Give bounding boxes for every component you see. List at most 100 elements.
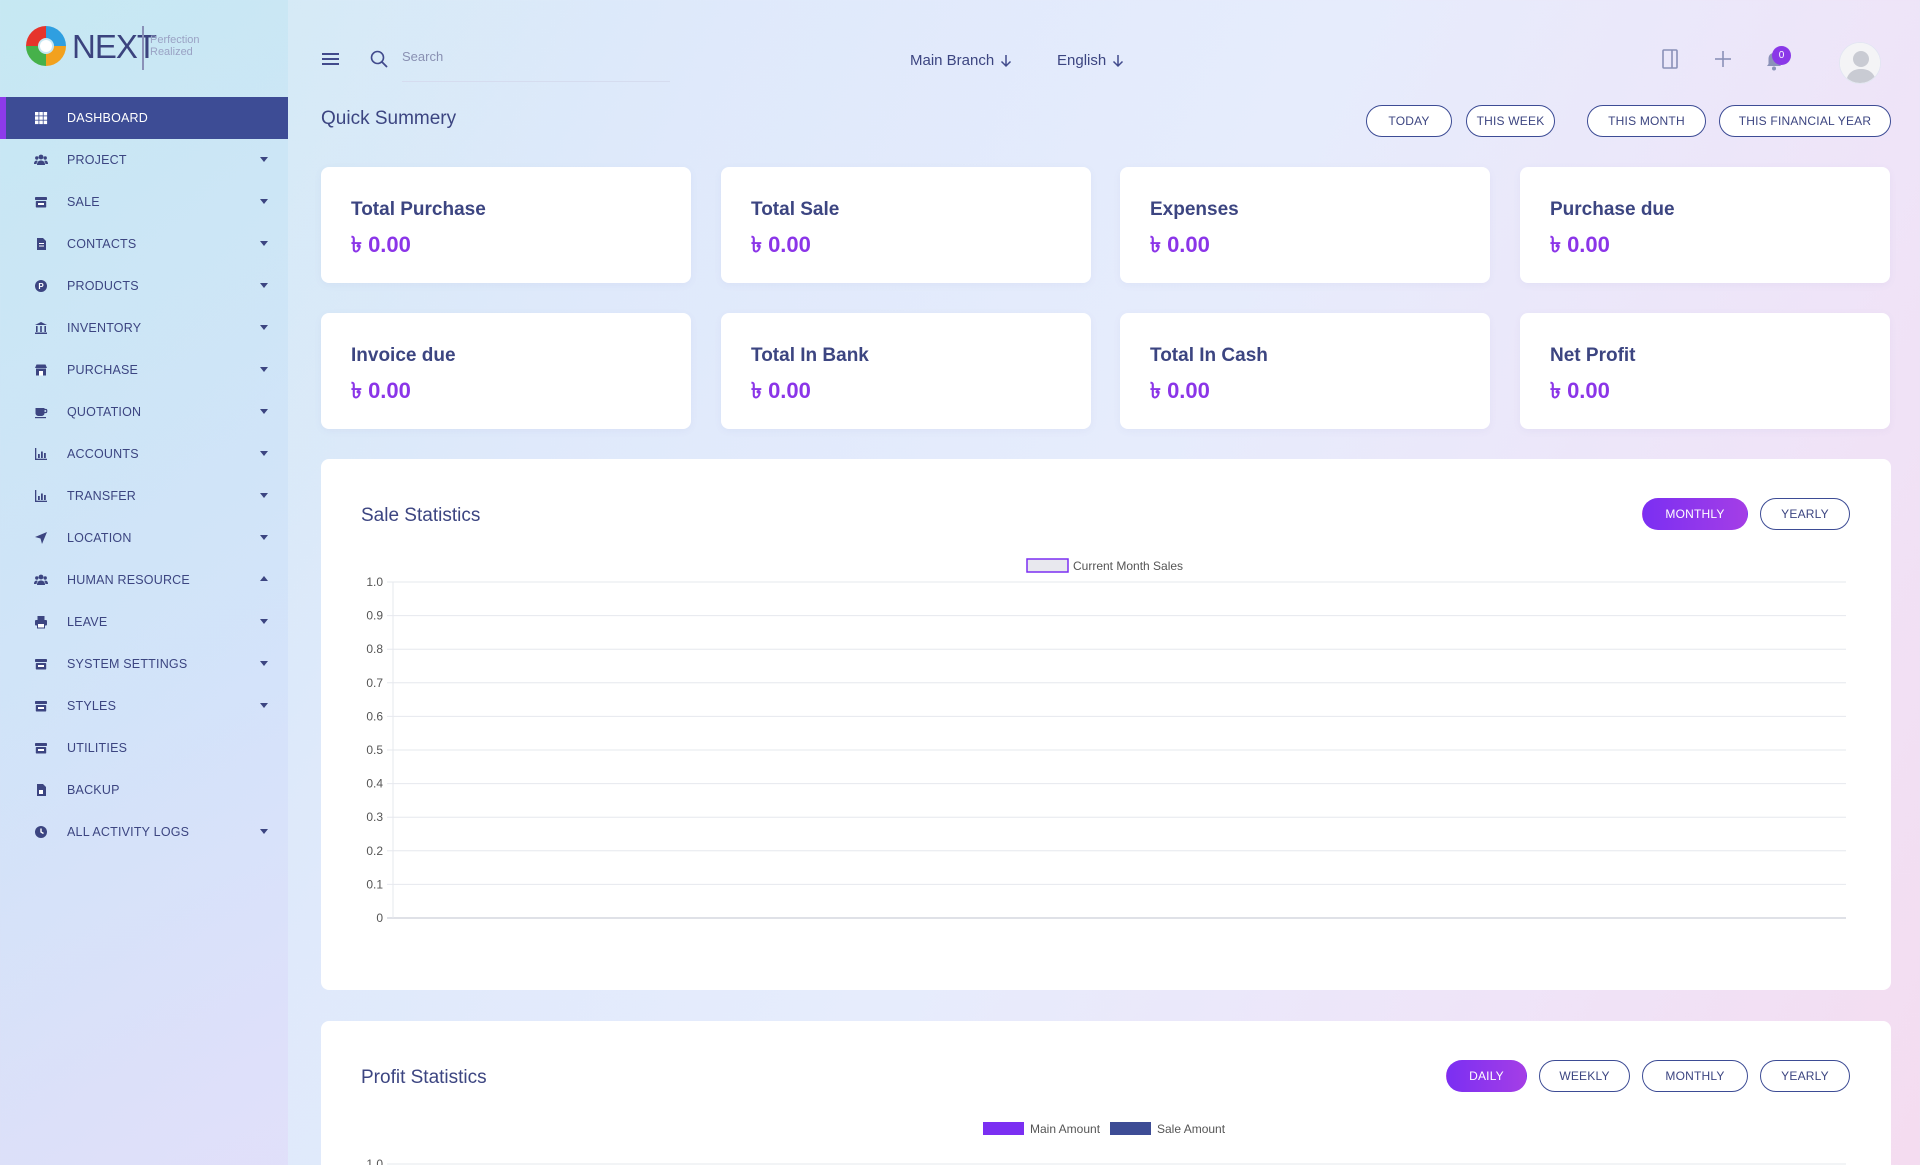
sidebar-item-transfer[interactable]: TRANSFER (0, 475, 288, 517)
sidebar-item-label: PROJECT (67, 153, 127, 167)
caret-down-icon (260, 199, 268, 204)
summary-card-title: Total Sale (751, 199, 840, 220)
legend-label: Main Amount (1030, 1122, 1101, 1136)
summary-card-title: Purchase due (1550, 199, 1675, 220)
caret-down-icon (260, 535, 268, 540)
filter-this-week-button[interactable]: THIS WEEK (1466, 105, 1555, 137)
chart-icon (34, 489, 48, 503)
y-tick-label: 0.5 (366, 743, 383, 757)
sidebar-item-label: SYSTEM SETTINGS (67, 657, 188, 671)
summary-card-value: ৳ 0.00 (1150, 232, 1210, 257)
sidebar-item-label: SALE (67, 195, 100, 209)
users-icon (34, 573, 48, 587)
sidebar-item-label: BACKUP (67, 783, 120, 797)
language-select[interactable]: English (1057, 52, 1124, 69)
profit-statistics-yearly-button[interactable]: YEARLY (1760, 1060, 1850, 1092)
sidebar-item-dashboard[interactable]: DASHBOARD (0, 97, 288, 139)
y-tick-label: 1.0 (366, 575, 383, 589)
logo-divider (142, 26, 144, 70)
grid-icon (34, 111, 48, 125)
sidebar-item-quotation[interactable]: QUOTATION (0, 391, 288, 433)
sidebar-item-label: CONTACTS (67, 237, 137, 251)
caret-down-icon (260, 661, 268, 666)
sale-statistics-yearly-button[interactable]: YEARLY (1760, 498, 1850, 530)
sidebar-item-human-resource[interactable]: HUMAN RESOURCE (0, 559, 288, 601)
legend-label: Current Month Sales (1073, 559, 1183, 573)
avatar[interactable] (1839, 42, 1881, 84)
caret-down-icon (260, 451, 268, 456)
sidebar-item-label: UTILITIES (67, 741, 128, 755)
sidebar-item-products[interactable]: P PRODUCTS (0, 265, 288, 307)
sidebar-item-all-activity-logs[interactable]: ALL ACTIVITY LOGS (0, 811, 288, 853)
y-tick-label: 0.7 (366, 676, 383, 690)
sidebar-item-contacts[interactable]: CONTACTS (0, 223, 288, 265)
summary-card-title: Expenses (1150, 199, 1239, 220)
product-icon: P (34, 279, 48, 293)
plus-icon[interactable] (1712, 48, 1734, 70)
sidebar-item-utilities[interactable]: UTILITIES (0, 727, 288, 769)
language-select-label: English (1057, 52, 1107, 69)
sidebar-item-inventory[interactable]: INVENTORY (0, 307, 288, 349)
filter-this-financial-year-button[interactable]: THIS FINANCIAL YEAR (1719, 105, 1891, 137)
sidebar-item-label: PURCHASE (67, 363, 139, 377)
summary-card-total-in-cash: Total In Cash ৳ 0.00 (1120, 313, 1490, 429)
summary-card-title: Invoice due (351, 345, 456, 366)
profit-statistics-monthly-button[interactable]: MONTHLY (1642, 1060, 1748, 1092)
print-icon (34, 615, 48, 629)
summary-card-total-in-bank: Total In Bank ৳ 0.00 (721, 313, 1091, 429)
summary-card-title: Total In Cash (1150, 345, 1268, 366)
summary-card-value: ৳ 0.00 (1550, 378, 1610, 403)
summary-card-title: Net Profit (1550, 345, 1636, 366)
sidebar-item-label: STYLES (67, 699, 117, 713)
sidebar-item-sale[interactable]: SALE (0, 181, 288, 223)
profit-statistics-daily-button[interactable]: DAILY (1446, 1060, 1527, 1092)
brand-logo[interactable]: NEXT Perfection Realized (24, 22, 264, 74)
file-icon (34, 783, 48, 797)
y-tick-label: 0.2 (366, 844, 383, 858)
caret-down-icon (260, 619, 268, 624)
y-tick-label: 0 (376, 911, 383, 925)
sidebar-item-accounts[interactable]: ACCOUNTS (0, 433, 288, 475)
filter-today-button[interactable]: TODAY (1366, 105, 1452, 137)
search-input[interactable] (402, 44, 670, 82)
sidebar-item-system-settings[interactable]: SYSTEM SETTINGS (0, 643, 288, 685)
legend-swatch (1026, 558, 1069, 573)
sidebar-item-location[interactable]: LOCATION (0, 517, 288, 559)
summary-card-expenses: Expenses ৳ 0.00 (1120, 167, 1490, 283)
summary-card-total-sale: Total Sale ৳ 0.00 (721, 167, 1091, 283)
summary-card-value: ৳ 0.00 (351, 232, 411, 257)
sidebar-item-label: LEAVE (67, 615, 108, 629)
sale-statistics-monthly-button[interactable]: MONTHLY (1642, 498, 1748, 530)
store-icon (34, 657, 48, 671)
y-tick-label: 1.0 (366, 1157, 383, 1165)
sidebar-item-leave[interactable]: LEAVE (0, 601, 288, 643)
legend-swatch (983, 1122, 1024, 1135)
y-tick-label: 0.9 (366, 609, 383, 623)
legend-swatch (1110, 1122, 1151, 1135)
caret-down-icon (260, 703, 268, 708)
hamburger-menu-icon[interactable] (322, 53, 339, 66)
logo-icon (26, 26, 66, 66)
y-tick-label: 0.6 (366, 709, 383, 723)
sidebar-item-label: HUMAN RESOURCE (67, 573, 190, 587)
sidebar-item-project[interactable]: PROJECT (0, 139, 288, 181)
sidebar-item-label: QUOTATION (67, 405, 142, 419)
brand-tagline: Perfection Realized (150, 34, 200, 58)
filter-this-month-button[interactable]: THIS MONTH (1587, 105, 1706, 137)
sidebar-item-label: LOCATION (67, 531, 132, 545)
summary-card-value: ৳ 0.00 (751, 378, 811, 403)
branch-select[interactable]: Main Branch (910, 52, 1012, 69)
sidebar-item-backup[interactable]: BACKUP (0, 769, 288, 811)
profit-statistics-weekly-button[interactable]: WEEKLY (1539, 1060, 1630, 1092)
sidebar-item-purchase[interactable]: PURCHASE (0, 349, 288, 391)
notebook-icon[interactable] (1659, 48, 1681, 70)
summary-card-title: Total Purchase (351, 199, 486, 220)
sidebar-item-styles[interactable]: STYLES (0, 685, 288, 727)
clock-icon (34, 825, 48, 839)
bank-icon (34, 321, 48, 335)
y-tick-label: 0.3 (366, 810, 383, 824)
notification-badge: 0 (1772, 46, 1791, 65)
profit-statistics-title: Profit Statistics (361, 1067, 487, 1088)
sale-statistics-title: Sale Statistics (361, 505, 481, 526)
summary-card-purchase-due: Purchase due ৳ 0.00 (1520, 167, 1890, 283)
